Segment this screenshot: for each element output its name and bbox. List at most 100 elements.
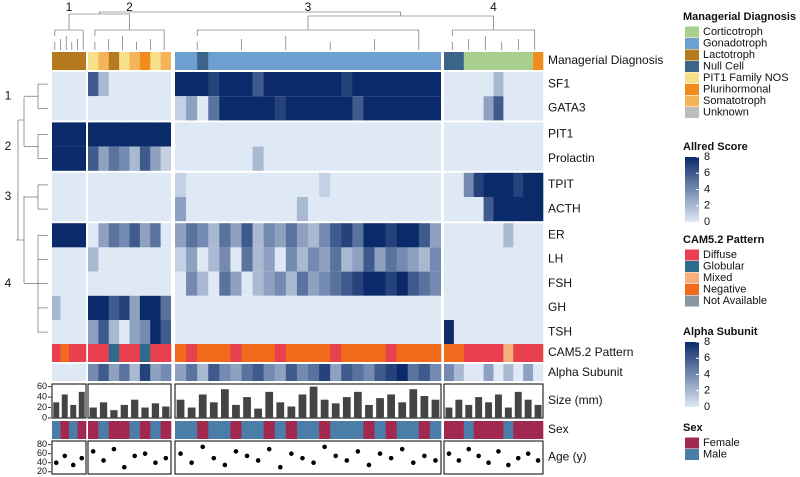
cell <box>197 271 209 296</box>
cell <box>523 72 534 97</box>
cell <box>513 146 524 171</box>
cell <box>252 364 264 381</box>
cell <box>263 122 276 147</box>
cell <box>319 146 331 171</box>
cell <box>230 421 242 439</box>
cell <box>418 96 431 121</box>
cell <box>513 122 524 147</box>
cell <box>186 247 198 272</box>
cell <box>385 247 397 272</box>
cell <box>473 344 484 362</box>
cell <box>197 344 209 362</box>
point <box>433 458 438 463</box>
bar <box>254 408 263 418</box>
cell <box>252 344 264 362</box>
cell <box>308 364 320 381</box>
cell <box>341 172 353 197</box>
cell <box>108 247 120 272</box>
cell <box>396 271 409 296</box>
cell <box>503 271 514 296</box>
bar <box>445 407 453 418</box>
cell <box>150 172 161 197</box>
cell <box>219 320 231 345</box>
cell <box>230 122 242 147</box>
cell <box>77 52 87 70</box>
cell <box>77 247 87 272</box>
cell <box>60 364 70 381</box>
cell <box>319 421 331 439</box>
panel-frame <box>51 383 87 419</box>
cell <box>330 52 342 70</box>
cell <box>69 96 78 121</box>
cell <box>444 421 455 439</box>
cell <box>230 72 242 97</box>
cell <box>385 122 397 147</box>
cell <box>52 72 61 97</box>
cell <box>175 320 187 345</box>
cell <box>129 52 141 70</box>
cell <box>252 320 264 345</box>
row-label: Size (mm) <box>548 393 603 407</box>
cell <box>219 421 231 439</box>
cell <box>374 295 386 320</box>
legend-swatch <box>685 61 699 72</box>
cell <box>208 197 220 222</box>
cell <box>208 364 220 381</box>
cell <box>119 223 130 248</box>
bar <box>353 391 362 418</box>
cell <box>418 146 431 171</box>
cell <box>241 271 253 296</box>
cell <box>60 52 70 70</box>
cell <box>98 344 110 362</box>
cell <box>308 421 320 439</box>
cell <box>186 421 198 439</box>
cell <box>296 344 309 362</box>
cell <box>473 122 484 147</box>
cell <box>88 122 99 147</box>
cell <box>330 172 342 197</box>
cell <box>463 223 474 248</box>
cell <box>473 320 484 345</box>
cell <box>296 223 309 248</box>
cell <box>513 295 524 320</box>
cell <box>88 146 99 171</box>
cell <box>52 247 61 272</box>
bar <box>365 404 373 418</box>
cell <box>160 421 172 439</box>
bar <box>485 402 493 418</box>
cell <box>513 72 524 97</box>
cell <box>150 295 161 320</box>
cell <box>219 364 231 381</box>
cell <box>463 247 474 272</box>
dendrogram <box>451 20 536 36</box>
cell <box>108 223 120 248</box>
cell <box>513 223 524 248</box>
cell <box>150 122 161 147</box>
y-tick-label: 0 <box>42 412 47 422</box>
cell <box>396 421 409 439</box>
cell <box>513 197 524 222</box>
cell <box>88 364 99 381</box>
cell <box>52 146 61 171</box>
cell <box>493 172 504 197</box>
cell <box>52 421 61 439</box>
cell <box>463 72 474 97</box>
cell <box>139 52 151 70</box>
cell <box>533 247 544 272</box>
cell <box>241 247 253 272</box>
column-cluster-label: 4 <box>490 0 497 14</box>
cell <box>197 146 209 171</box>
cell <box>69 122 78 147</box>
cell <box>453 271 465 296</box>
cell <box>175 172 187 197</box>
cell <box>139 344 151 362</box>
cell <box>396 197 409 222</box>
cell <box>503 52 514 70</box>
cell <box>69 421 78 439</box>
cell <box>444 344 455 362</box>
legend-swatch <box>685 295 699 307</box>
cell <box>453 172 465 197</box>
cell <box>186 146 198 171</box>
cell <box>285 172 298 197</box>
cell <box>429 320 442 345</box>
